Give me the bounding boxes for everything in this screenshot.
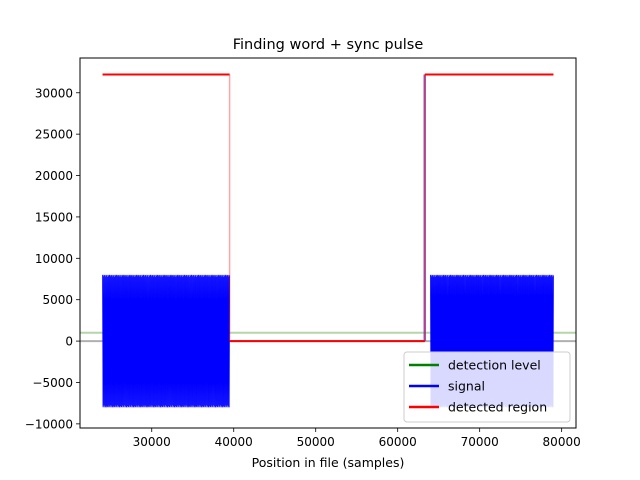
x-tick-label: 70000: [461, 435, 499, 449]
legend-label: detection level: [448, 358, 541, 373]
y-axis: −10000 −5000 0 5000 10000 15000 20000 25000 3000…: [25, 86, 80, 431]
x-tick-label: 40000: [215, 435, 253, 449]
x-axis-label: Position in file (samples): [252, 455, 405, 470]
x-tick-label: 80000: [543, 435, 581, 449]
y-tick-label: 20000: [35, 169, 73, 183]
legend: detection level signal detected region: [403, 351, 571, 423]
y-tick-label: 0: [65, 335, 73, 349]
legend-label: detected region: [448, 400, 547, 415]
axes-frame: [79, 57, 577, 429]
x-tick-label: 60000: [379, 435, 417, 449]
y-tick-label: −5000: [32, 376, 73, 390]
signal-line: [102, 274, 231, 408]
y-tick-label: 5000: [42, 293, 73, 307]
y-tick-label: −10000: [25, 417, 73, 431]
x-tick-label: 50000: [297, 435, 335, 449]
x-tick-label: 30000: [133, 435, 171, 449]
x-axis: 30000 40000 50000 60000 70000 80000: [133, 428, 581, 449]
detected-region-series: [102, 73, 554, 343]
signal-burst-0: [102, 274, 231, 408]
y-tick-label: 15000: [35, 210, 73, 224]
y-tick-label: 10000: [35, 252, 73, 266]
legend-label: signal: [448, 379, 485, 394]
y-tick-label: 25000: [35, 128, 73, 142]
y-tick-label: 30000: [35, 86, 73, 100]
legend-box: [403, 351, 571, 423]
chart-title: Finding word + sync pulse: [233, 37, 424, 53]
